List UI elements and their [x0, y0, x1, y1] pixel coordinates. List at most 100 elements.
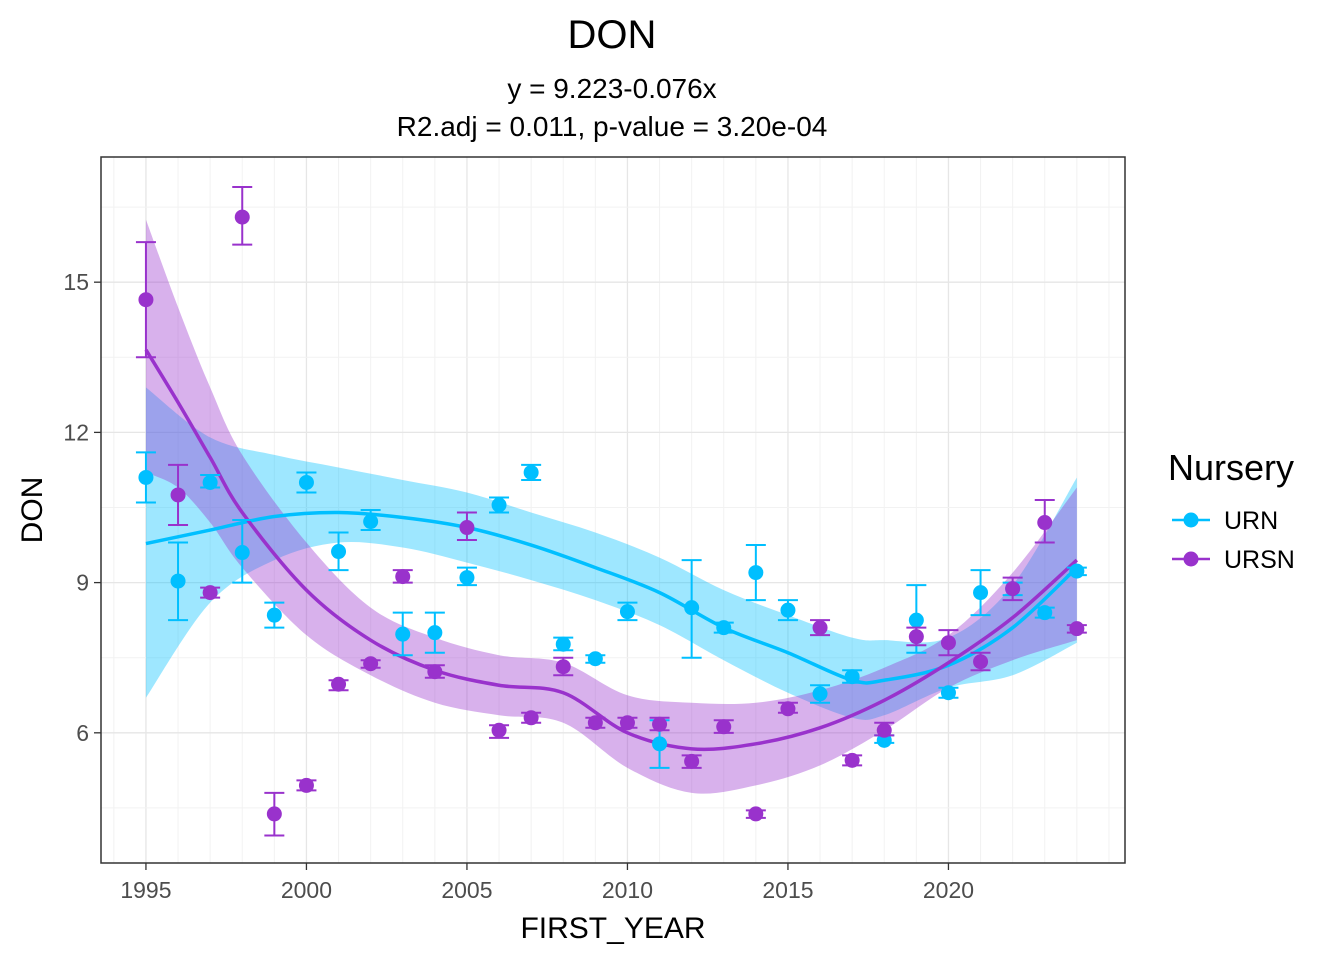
data-point-ursn-1995: [135, 241, 156, 359]
point-marker-ursn: [844, 752, 860, 768]
smooth-line-urn: [145, 510, 1079, 685]
data-point-urn-2013: [713, 620, 734, 636]
point-marker-urn: [202, 474, 218, 490]
data-point-ursn-2007: [521, 710, 542, 726]
legend: Nursery URN URSN: [1168, 447, 1295, 574]
data-point-urn-1999: [264, 601, 285, 629]
y-tick-label: 9: [76, 570, 89, 596]
point-marker-ursn: [652, 716, 668, 732]
data-point-ursn-2024: [1066, 621, 1087, 637]
smooth-line-ursn: [144, 348, 1079, 752]
chart-subtitle-line-1: y = 9.223-0.076x: [507, 73, 716, 104]
data-point-urn-2005: [456, 566, 477, 587]
point-marker-urn: [973, 585, 989, 601]
data-point-urn-2010: [617, 601, 638, 622]
data-point-ursn-2015: [777, 701, 798, 717]
x-axis-title: FIRST_YEAR: [520, 912, 705, 945]
data-point-ursn-2013: [713, 719, 734, 735]
point-marker-urn: [266, 607, 282, 623]
data-point-urn-2000: [296, 471, 317, 494]
point-marker-ursn: [331, 676, 347, 692]
data-point-urn-1995: [135, 451, 156, 504]
point-marker-urn: [780, 602, 796, 618]
data-point-ursn-2020: [938, 629, 959, 657]
data-point-ursn-1997: [200, 585, 221, 601]
point-marker-ursn: [1069, 621, 1085, 637]
legend-key-point-ursn: [1183, 551, 1199, 567]
point-marker-ursn: [619, 715, 635, 731]
point-marker-ursn: [555, 659, 571, 675]
point-marker-ursn: [266, 806, 282, 822]
data-point-urn-1998: [232, 519, 253, 584]
point-marker-ursn: [716, 719, 732, 735]
point-marker-urn: [331, 544, 347, 560]
data-point-urn-2021: [970, 569, 991, 617]
x-tick-label: 2020: [923, 877, 974, 903]
point-marker-urn: [1037, 605, 1053, 621]
data-point-ursn-2010: [617, 715, 638, 731]
point-marker-ursn: [459, 520, 475, 536]
point-marker-ursn: [298, 777, 314, 793]
point-marker-ursn: [780, 701, 796, 717]
data-point-ursn-2023: [1034, 498, 1055, 544]
point-marker-ursn: [908, 629, 924, 645]
x-axis-ticks: 1995 2000 2005 2010 2015 2020: [120, 863, 974, 903]
point-marker-ursn: [940, 635, 956, 651]
smooth-line-layer: [144, 348, 1079, 752]
legend-item-ursn: URSN: [1172, 546, 1295, 574]
point-marker-urn: [298, 474, 314, 490]
point-marker-ursn: [234, 209, 250, 225]
point-marker-ursn: [427, 664, 443, 680]
point-marker-ursn: [587, 715, 603, 731]
y-axis-title: DON: [16, 477, 49, 544]
point-marker-ursn: [876, 722, 892, 738]
point-marker-urn: [908, 612, 924, 628]
confidence-band-layer: [145, 219, 1077, 794]
data-point-ursn-2016: [810, 619, 831, 637]
point-marker-ursn: [812, 620, 828, 636]
y-tick-label: 12: [63, 419, 89, 445]
y-axis-ticks: 6 9 12 15: [63, 269, 101, 746]
point-marker-urn: [555, 636, 571, 652]
legend-key-point-urn: [1183, 512, 1199, 528]
data-point-ursn-1998: [232, 186, 253, 246]
point-marker-ursn: [363, 656, 379, 672]
confidence-band-urn: [145, 387, 1077, 720]
point-marker-ursn: [1005, 581, 1021, 597]
point-marker-urn: [748, 565, 764, 581]
point-marker-ursn: [138, 292, 154, 308]
legend-item-urn: URN: [1172, 507, 1278, 535]
data-point-urn-2002: [360, 509, 381, 532]
point-marker-urn: [138, 469, 154, 485]
x-tick-label: 2005: [441, 877, 492, 903]
data-point-ursn-2005: [456, 511, 477, 542]
point-marker-urn: [459, 570, 475, 586]
data-point-layer: [135, 186, 1087, 837]
data-point-urn-2003: [392, 611, 413, 657]
data-point-ursn-2019: [906, 626, 927, 647]
chart-subtitle-line-2: R2.adj = 0.011, p-value = 3.20e-04: [397, 111, 828, 142]
point-marker-ursn: [748, 806, 764, 822]
point-marker-ursn: [523, 710, 539, 726]
point-marker-urn: [652, 736, 668, 752]
confidence-band-ursn: [145, 219, 1077, 794]
point-marker-ursn: [973, 654, 989, 670]
data-point-ursn-2012: [681, 753, 702, 769]
point-marker-ursn: [170, 487, 186, 503]
point-marker-ursn: [395, 569, 411, 585]
data-point-ursn-2004: [424, 664, 445, 680]
point-marker-urn: [234, 545, 250, 561]
y-tick-label: 15: [63, 269, 89, 295]
point-marker-urn: [812, 686, 828, 702]
y-tick-label: 6: [76, 720, 89, 746]
legend-label-ursn: URSN: [1224, 546, 1295, 574]
point-marker-urn: [844, 669, 860, 685]
point-marker-ursn: [491, 722, 507, 738]
point-marker-urn: [395, 626, 411, 642]
data-point-urn-2024: [1066, 563, 1087, 579]
point-marker-urn: [427, 625, 443, 641]
data-point-ursn-2022: [1002, 576, 1023, 602]
data-point-ursn-2002: [360, 656, 381, 672]
data-point-urn-2016: [810, 684, 831, 704]
